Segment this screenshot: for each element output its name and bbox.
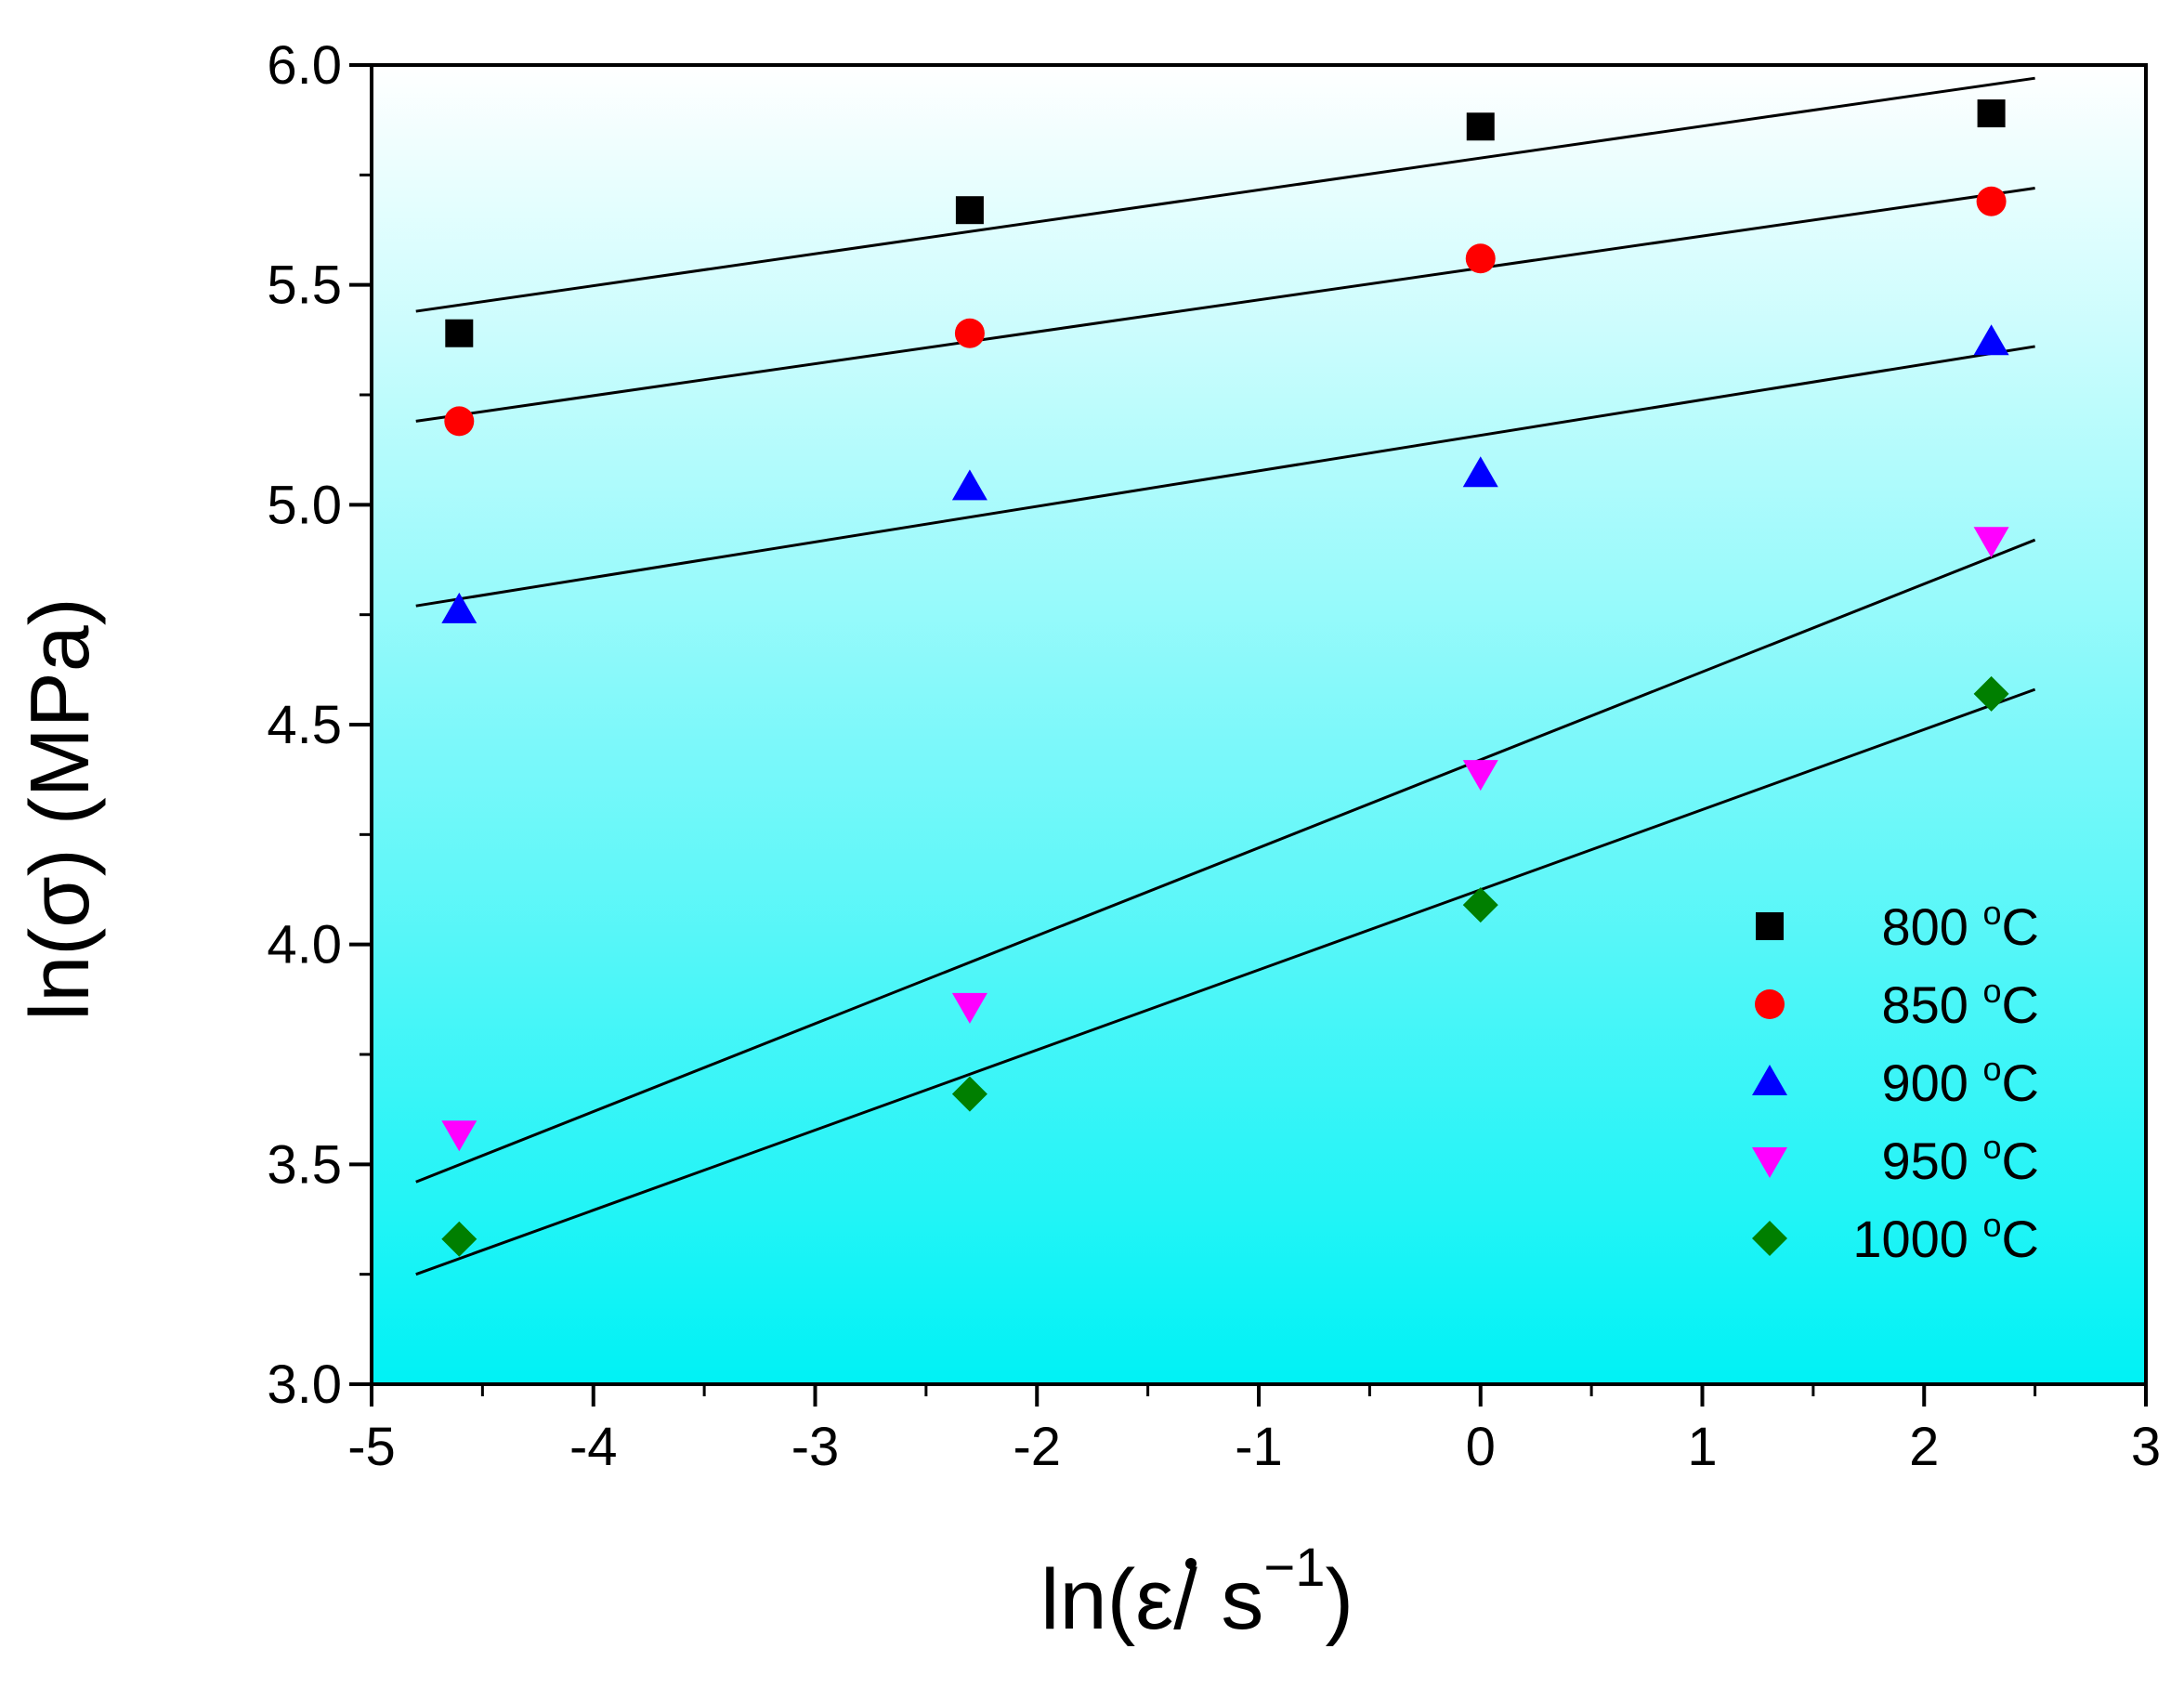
x-tick-label: -2	[1013, 1417, 1061, 1477]
x-tick-label: 0	[1466, 1417, 1496, 1477]
y-tick-label: 4.5	[267, 695, 342, 755]
x-axis-title-prefix: ln(	[1040, 1552, 1136, 1647]
svg-text:ln(ε/ s−1): ln(ε/ s−1)	[1040, 1538, 1354, 1647]
x-tick-label: -4	[569, 1417, 618, 1477]
data-point-900	[951, 469, 987, 501]
x-tick-label: -5	[347, 1417, 396, 1477]
data-point-1000	[441, 1221, 477, 1257]
x-tick-label: -3	[791, 1417, 840, 1477]
axis-ticks	[349, 63, 2148, 1407]
legend-marker-950	[1752, 1147, 1787, 1178]
y-tick-label: 3.5	[267, 1134, 342, 1195]
data-point-850	[444, 406, 475, 437]
data-point-900	[441, 592, 477, 623]
legend: 800 oC 850 oC 900 oC 950 oC 1000 oC	[1752, 894, 2039, 1268]
legend-label-800: 800 oC	[1882, 894, 2039, 956]
y-axis-title: ln(σ) (MPa)	[14, 597, 107, 1021]
legend-label-1000: 1000 oC	[1852, 1206, 2039, 1268]
x-axis-title-suffix: )	[1326, 1552, 1354, 1647]
epsilon-dot	[1185, 1558, 1197, 1569]
data-point-900	[1973, 324, 2009, 356]
data-point-850	[1976, 186, 2007, 216]
x-tick-label: 1	[1687, 1417, 1717, 1477]
data-point-950	[441, 1120, 477, 1152]
legend-label-900: 900 oC	[1882, 1050, 2039, 1112]
fit-line-900	[415, 345, 2035, 608]
x-axis-title: ln(ε/ s−1)	[1040, 1538, 1354, 1647]
data-points	[441, 99, 2009, 1257]
x-tick-label: 2	[1909, 1417, 1939, 1477]
data-point-800	[1977, 99, 2006, 128]
data-point-850	[954, 318, 985, 348]
data-point-1000	[951, 1076, 987, 1112]
data-point-950	[1973, 527, 2009, 558]
legend-marker-850	[1755, 989, 1785, 1019]
fit-line-800	[415, 76, 2035, 313]
data-point-950	[1462, 760, 1498, 792]
data-point-800	[1466, 112, 1495, 141]
tick-labels: -5 -4 -3 -2 -1 0 1 2 3 3.0 3.5 4.0 4.5 5.0 5.5 6.0	[267, 35, 2161, 1477]
y-tick-label: 3.0	[267, 1354, 342, 1415]
legend-marker-900	[1752, 1065, 1787, 1095]
x-axis-title-exponent: −1	[1263, 1538, 1325, 1598]
fit-line-1000	[415, 687, 2036, 1276]
data-point-800	[445, 319, 474, 347]
data-point-800	[955, 196, 984, 225]
y-tick-label: 6.0	[267, 35, 342, 96]
y-tick-label: 5.0	[267, 475, 342, 535]
legend-label-850: 850 oC	[1882, 972, 2039, 1034]
fit-lines	[415, 76, 2036, 1276]
data-point-900	[1462, 456, 1498, 488]
data-point-1000	[1973, 675, 2009, 712]
fit-line-950	[415, 538, 2036, 1184]
y-tick-label: 5.5	[267, 255, 342, 316]
x-axis-title-epsilon: ε	[1135, 1552, 1173, 1647]
y-tick-label: 4.0	[267, 915, 342, 975]
data-point-950	[951, 992, 987, 1024]
data-point-1000	[1462, 887, 1498, 923]
plot-area	[372, 65, 2146, 1384]
legend-marker-1000	[1752, 1221, 1787, 1256]
x-tick-label: 3	[2131, 1417, 2161, 1477]
x-tick-label: -1	[1235, 1417, 1283, 1477]
legend-label-950: 950 oC	[1882, 1128, 2039, 1190]
legend-marker-800	[1756, 912, 1784, 940]
data-point-850	[1465, 243, 1496, 274]
fit-line-850	[415, 187, 2035, 423]
